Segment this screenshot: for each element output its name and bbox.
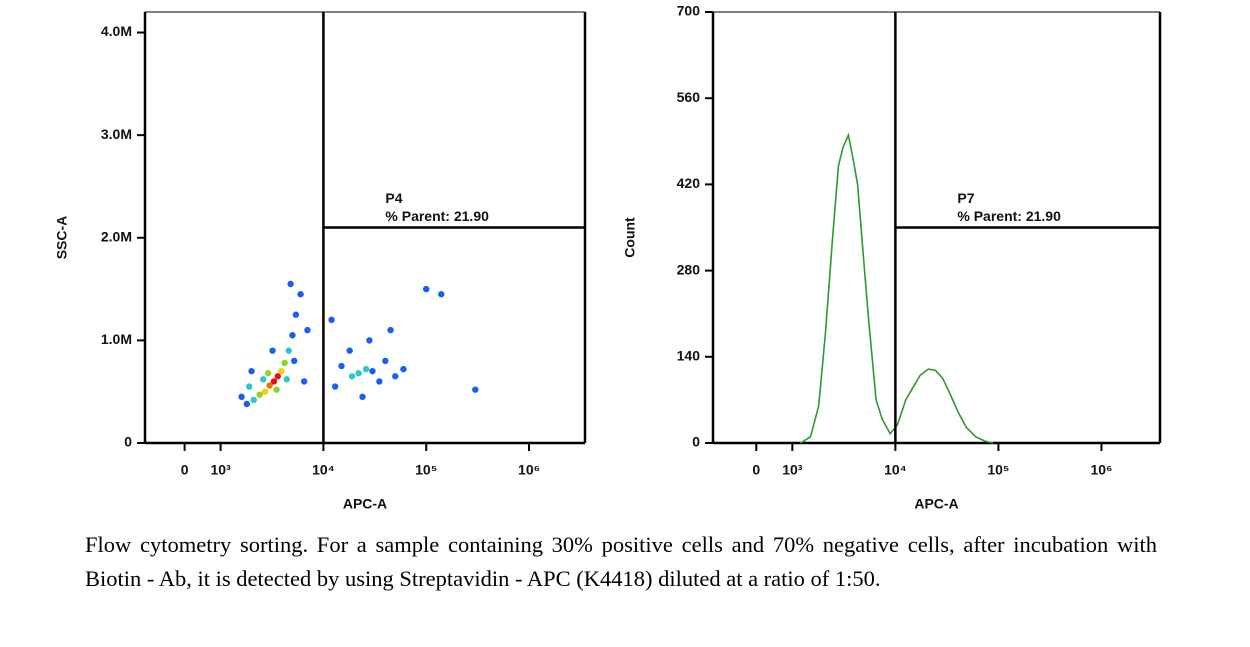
point bbox=[281, 359, 288, 367]
y-tick-label: 3.0M bbox=[101, 126, 132, 142]
point bbox=[423, 285, 430, 293]
point bbox=[346, 347, 353, 354]
y-tick-label: 2.0M bbox=[101, 228, 132, 244]
point bbox=[331, 383, 339, 390]
point bbox=[264, 370, 272, 377]
point bbox=[400, 365, 407, 373]
x-tick-label: 10³ bbox=[782, 462, 803, 478]
y-tick-label: 4.0M bbox=[101, 23, 132, 39]
x-tick-label: 10⁵ bbox=[415, 462, 437, 478]
point bbox=[392, 373, 399, 380]
point bbox=[291, 357, 298, 365]
point bbox=[328, 316, 335, 324]
point bbox=[283, 376, 290, 383]
y-axis-label: SSC-A bbox=[54, 216, 70, 260]
point bbox=[273, 386, 280, 393]
x-tick-label: 10⁴ bbox=[884, 462, 907, 478]
point bbox=[300, 378, 308, 385]
point bbox=[256, 391, 263, 398]
y-tick-label: 1.0M bbox=[101, 331, 132, 347]
point bbox=[376, 378, 383, 385]
y-tick-label: 700 bbox=[677, 3, 701, 19]
point bbox=[266, 382, 273, 389]
point bbox=[289, 332, 296, 339]
y-tick-label: 420 bbox=[677, 175, 701, 191]
gate-name: P7 bbox=[957, 190, 974, 206]
point bbox=[362, 365, 370, 373]
point bbox=[278, 367, 285, 375]
gate-label: % Parent: 21.90 bbox=[957, 208, 1061, 224]
x-axis-label: APC-A bbox=[343, 496, 387, 512]
point bbox=[250, 396, 257, 404]
point bbox=[355, 370, 362, 377]
point bbox=[285, 347, 292, 354]
point bbox=[348, 373, 356, 380]
point bbox=[292, 311, 300, 318]
point bbox=[387, 326, 394, 334]
point bbox=[238, 393, 245, 401]
x-tick-label: 10³ bbox=[210, 462, 231, 478]
x-axis-label: APC-A bbox=[914, 496, 958, 512]
point bbox=[274, 373, 281, 380]
charts: 0 1.0M 2.0M 3.0M 4.0M 0 10³ 10⁴ 10⁵ 10⁶ APC-A SSC-A… bbox=[54, 3, 1162, 512]
x-tick-label: 10⁶ bbox=[518, 462, 540, 478]
point bbox=[438, 291, 445, 298]
x-tick-label: 10⁴ bbox=[312, 462, 335, 478]
caption: Flow cytometry sorting. For a sample con… bbox=[85, 532, 1157, 591]
point bbox=[269, 347, 276, 354]
x-tick-label: 0 bbox=[752, 462, 760, 478]
point bbox=[369, 367, 376, 375]
point bbox=[248, 367, 255, 375]
point bbox=[287, 280, 294, 288]
gate-name: P4 bbox=[385, 190, 402, 206]
point bbox=[472, 386, 479, 393]
point bbox=[304, 326, 311, 334]
x-tick-label: 10⁵ bbox=[987, 462, 1009, 478]
point bbox=[297, 291, 304, 298]
gate-label: % Parent: 21.90 bbox=[385, 208, 489, 224]
x-tick-label: 0 bbox=[181, 462, 189, 478]
point bbox=[270, 378, 278, 385]
y-tick-label: 0 bbox=[124, 434, 132, 450]
point bbox=[261, 388, 269, 395]
y-tick-label: 280 bbox=[677, 261, 701, 277]
y-tick-label: 140 bbox=[677, 348, 701, 364]
x-tick-label: 10⁶ bbox=[1090, 462, 1112, 478]
point bbox=[243, 400, 251, 408]
point bbox=[338, 362, 345, 370]
point bbox=[246, 383, 253, 390]
point bbox=[359, 393, 366, 401]
point bbox=[366, 337, 373, 344]
y-axis-label: Count bbox=[622, 217, 638, 258]
point bbox=[382, 357, 389, 365]
histogram-line bbox=[800, 132, 994, 444]
point bbox=[260, 376, 267, 383]
y-tick-label: 0 bbox=[692, 434, 700, 450]
y-tick-label: 560 bbox=[677, 89, 701, 105]
